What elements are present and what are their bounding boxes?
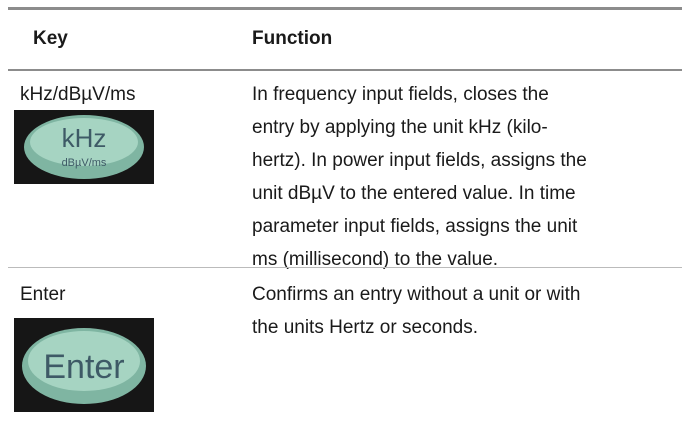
- header-rule: [8, 69, 682, 71]
- function-line: ms (millisecond) to the value.: [252, 249, 499, 270]
- key-image: Enter: [14, 318, 154, 412]
- function-line: Confirms an entry without a unit or with: [252, 284, 581, 305]
- function-line: hertz). In power input fields, assigns t…: [252, 150, 587, 171]
- function-line: entry by applying the unit kHz (kilo-: [252, 117, 548, 138]
- button-sublabel: dBµV/ms: [62, 157, 107, 169]
- function-line: the units Hertz or seconds.: [252, 317, 478, 338]
- header-key: Key: [33, 28, 68, 49]
- function-text: Confirms an entry without a unit or with…: [252, 278, 580, 344]
- button-label: kHz: [62, 123, 107, 153]
- key-image: kHz dBµV/ms: [14, 110, 154, 184]
- function-line: In frequency input fields, closes the: [252, 84, 549, 105]
- header-function: Function: [252, 28, 333, 49]
- function-line: unit dBµV to the entered value. In time: [252, 183, 576, 204]
- button-label: Enter: [43, 348, 124, 386]
- top-rule: [8, 7, 682, 10]
- row-rule: [8, 267, 682, 268]
- key-name: kHz/dBµV/ms: [20, 84, 136, 105]
- key-name: Enter: [20, 284, 66, 305]
- function-line: parameter input fields, assigns the unit: [252, 216, 578, 237]
- function-text: In frequency input fields, closes the ent…: [252, 78, 587, 276]
